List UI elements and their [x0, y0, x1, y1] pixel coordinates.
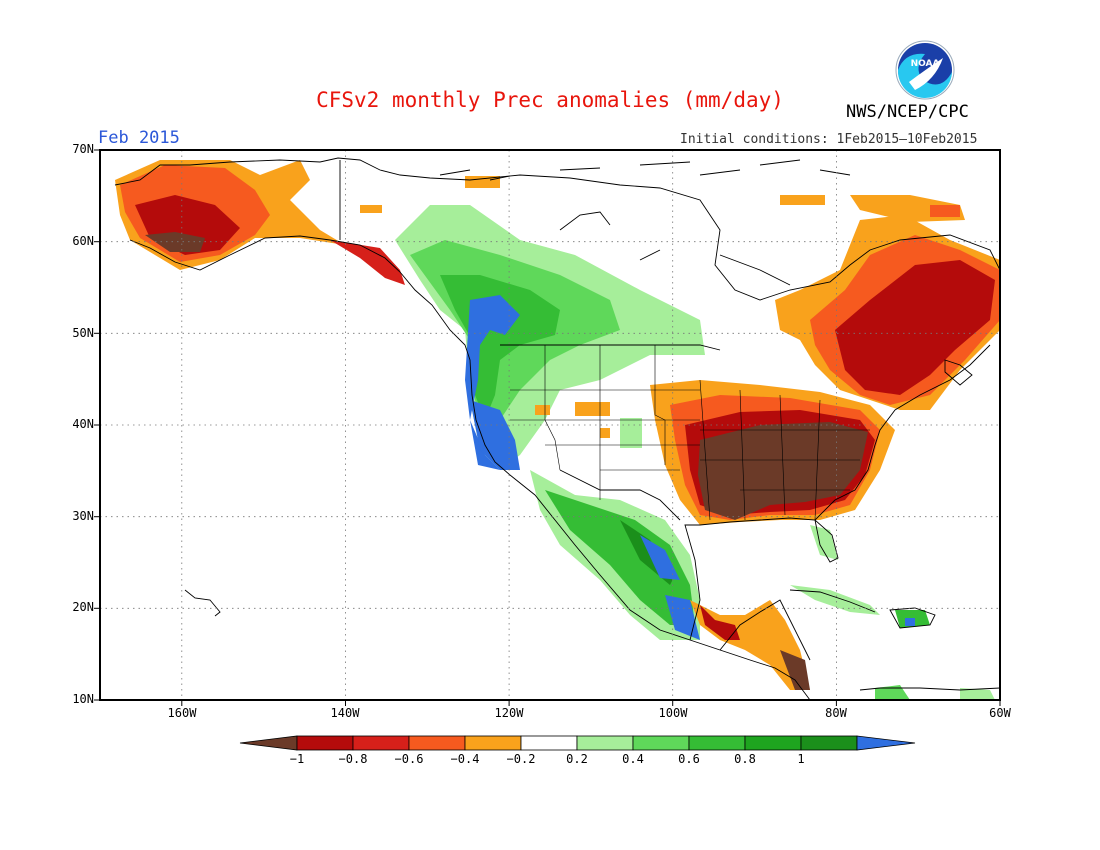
noaa-logo: NOAA: [895, 40, 955, 100]
colorbar-arrow-left: [239, 735, 298, 751]
chart-title: CFSv2 monthly Prec anomalies (mm/day): [316, 88, 784, 112]
lat-label-60n: 60N: [72, 234, 94, 248]
interior-dry-patch: [575, 402, 610, 416]
lat-label-30n: 30N: [72, 509, 94, 523]
pacific-northwest-very-wet: [465, 295, 520, 470]
south-america-wet-2: [960, 688, 995, 700]
lon-label-80w: 80W: [825, 706, 847, 720]
hispaniola-very-wet: [905, 618, 915, 626]
colorbar-segment: [352, 735, 410, 751]
arctic-dry-patch-2: [780, 195, 825, 205]
lat-label-10n: 10N: [72, 692, 94, 706]
baffin-dry-patch-2: [930, 205, 960, 217]
colorbar-label: −1: [289, 752, 305, 766]
mexico-wet-strong: [545, 490, 695, 625]
mexico-south-very-wet: [665, 595, 700, 640]
coastlines: [114, 157, 1000, 700]
lon-label-160w: 160W: [167, 706, 197, 720]
colorbar-segment: [688, 735, 746, 751]
south-america-wet: [875, 685, 910, 700]
colorbar-segment: [800, 735, 858, 751]
cuba-wet: [790, 585, 880, 615]
colorbar-segment: [408, 735, 466, 751]
state-borders: [510, 345, 870, 521]
logo-text: NOAA: [911, 59, 940, 69]
lat-label-20n: 20N: [72, 600, 94, 614]
colorbar-label: −0.6: [394, 752, 424, 766]
bc-coast-dry: [330, 240, 405, 285]
colorbar-segment: [632, 735, 690, 751]
colorbar-arrow-right: [856, 735, 916, 751]
yukon-dry-patch: [360, 205, 382, 213]
alaska-dry-extreme: [145, 232, 205, 252]
colorbar-segment: [520, 735, 578, 751]
colorbar-label: 1: [797, 752, 805, 766]
lat-label-70n: 70N: [72, 142, 94, 156]
arctic-dry-patch: [465, 176, 500, 188]
colorbar-label: 0.8: [734, 752, 756, 766]
anomaly-field: [115, 160, 1000, 700]
colorbar-label: 0.2: [566, 752, 588, 766]
colorbar-label: −0.4: [450, 752, 480, 766]
agency-label: NWS/NCEP/CPC: [846, 102, 969, 122]
interior-wet-patch: [620, 418, 642, 448]
initial-conditions-label: Initial conditions: 1Feb2015–10Feb2015: [680, 132, 978, 147]
colorbar-label: 0.4: [622, 752, 644, 766]
lon-label-120w: 120W: [494, 706, 524, 720]
lon-label-60w: 60W: [989, 706, 1011, 720]
lon-label-140w: 140W: [330, 706, 360, 720]
mexico-very-wet: [640, 535, 680, 580]
colorbar-segment: [744, 735, 802, 751]
colorbar: [239, 735, 916, 751]
colorbar-label: −0.8: [338, 752, 368, 766]
interior-dry-patch-3: [600, 428, 610, 438]
california-very-wet: [470, 400, 520, 470]
colorbar-segment: [576, 735, 634, 751]
colorbar-label: −0.2: [506, 752, 536, 766]
gridlines: [100, 150, 1000, 700]
month-label: Feb 2015: [98, 128, 180, 148]
interior-dry-patch-2: [535, 405, 550, 415]
colorbar-segment: [464, 735, 522, 751]
central-america-dry-extreme: [780, 650, 810, 690]
northeast-dry-strong: [835, 260, 995, 395]
colorbar-segment: [296, 735, 354, 751]
lat-label-40n: 40N: [72, 417, 94, 431]
axis-ticks: [94, 149, 1001, 706]
central-america-dry-strong: [700, 605, 740, 640]
lat-label-50n: 50N: [72, 326, 94, 340]
lon-label-100w: 100W: [658, 706, 688, 720]
colorbar-label: 0.6: [678, 752, 700, 766]
